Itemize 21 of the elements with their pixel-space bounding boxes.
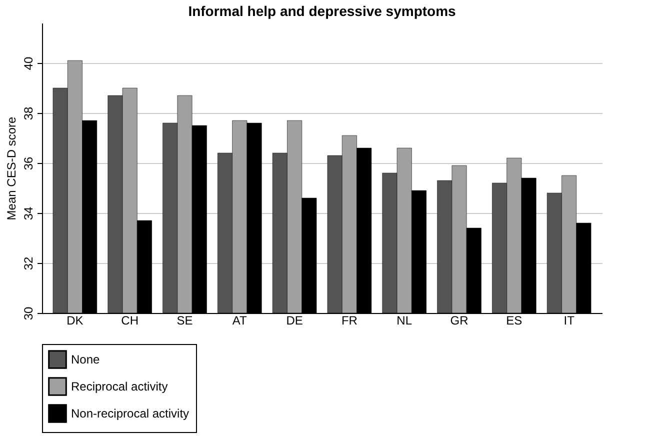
- y-tick-label: 38: [22, 106, 36, 120]
- x-tick-label: SE: [176, 314, 193, 328]
- x-tick-label: ES: [506, 314, 522, 328]
- y-tick-label: 34: [22, 206, 36, 220]
- chart-title: Informal help and depressive symptoms: [188, 3, 456, 19]
- x-tick-label: DE: [286, 314, 303, 328]
- legend-label: Reciprocal activity: [71, 380, 168, 394]
- legend-label: None: [71, 352, 100, 366]
- y-tick-label: 40: [22, 56, 36, 70]
- x-tick-label: GR: [450, 314, 469, 328]
- x-tick-label: FR: [341, 314, 358, 328]
- x-tick-label: NL: [396, 314, 412, 328]
- x-tick-label: DK: [66, 314, 84, 328]
- legend-label: Non-reciprocal activity: [71, 406, 190, 420]
- x-tick-label: IT: [564, 314, 576, 328]
- y-tick-label: 30: [22, 306, 36, 320]
- x-tick-label: AT: [232, 314, 248, 328]
- y-axis-title: Mean CES-D score: [4, 116, 18, 220]
- y-tick-label: 32: [22, 256, 36, 270]
- y-tick-label: 36: [22, 156, 36, 170]
- x-tick-label: CH: [121, 314, 139, 328]
